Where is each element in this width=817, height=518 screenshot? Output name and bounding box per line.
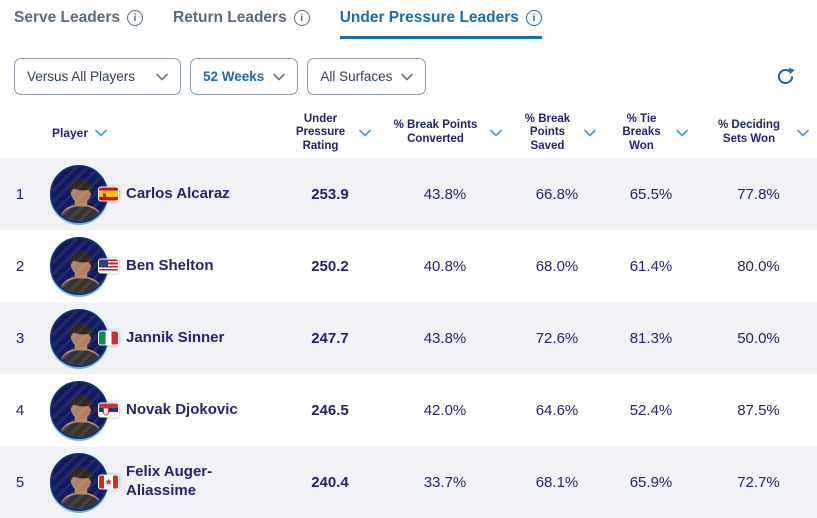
rating-cell: 246.5: [311, 401, 349, 419]
deciding-sets-cell: 50.0%: [737, 329, 780, 347]
tiebreaks-cell: 61.4%: [629, 257, 673, 275]
sort-chevron-icon: [95, 129, 107, 137]
table-row[interactable]: 2 Ben Shelton 250.2 40.8% 68.0% 61.4% 80…: [0, 230, 817, 302]
avatar-cell: [40, 374, 119, 446]
column-header-deciding-sets-label: % Deciding Sets Won: [718, 119, 780, 145]
player-name-link[interactable]: Felix Auger-Aliassime: [126, 463, 213, 499]
canada-flag-icon: [98, 474, 119, 490]
column-header-player-label: Player: [52, 125, 89, 140]
bp-saved-cell: 66.8%: [535, 185, 579, 203]
sort-chevron-icon: [583, 129, 596, 137]
sort-chevron-icon: [675, 129, 688, 137]
player-name-link[interactable]: Carlos Alcaraz: [126, 184, 230, 202]
column-header-rating[interactable]: Under Pressure Rating: [282, 113, 378, 154]
table-row[interactable]: 1 Carlos Alcaraz 253.9 43.8% 66.8% 65.5%…: [0, 158, 817, 230]
avatar-cell: [40, 230, 119, 302]
column-header-rating-label: Under Pressure Rating: [295, 112, 346, 152]
info-icon[interactable]: i: [293, 10, 310, 26]
column-header-deciding-sets[interactable]: % Deciding Sets Won: [700, 119, 817, 146]
bp-saved-cell: 64.6%: [535, 401, 579, 419]
weeks-dropdown-value: 52 Weeks: [203, 69, 265, 84]
refresh-button[interactable]: [773, 65, 797, 89]
tiebreaks-cell: 52.4%: [629, 401, 673, 419]
player-name-link[interactable]: Ben Shelton: [126, 256, 214, 274]
column-header-bp-converted[interactable]: % Break Points Converted: [378, 119, 512, 146]
bp-converted-cell: 42.0%: [423, 401, 467, 419]
tab-under-pressure-leaders-label: Under Pressure Leaders: [339, 9, 519, 26]
sort-chevron-icon: [797, 129, 809, 137]
player-name-link[interactable]: Jannik Sinner: [126, 328, 225, 346]
rank-cell: 4: [15, 401, 25, 419]
tiebreaks-cell: 65.5%: [629, 185, 673, 203]
tab-under-pressure-leaders[interactable]: Under Pressure Leaders i: [339, 9, 542, 39]
column-header-bp-saved-label: % Break Points Saved: [524, 112, 571, 152]
tab-return-leaders[interactable]: Return Leaders i: [173, 9, 310, 39]
rank-cell: 5: [15, 473, 25, 491]
column-header-player[interactable]: Player: [0, 126, 282, 140]
bp-saved-cell: 68.0%: [535, 257, 579, 275]
player-name-cell: Ben Shelton: [118, 230, 282, 302]
surface-dropdown-value: All Surfaces: [320, 69, 393, 84]
serbia-flag-icon: [98, 402, 119, 418]
spain-flag-icon: [98, 186, 119, 202]
player-name-cell: Jannik Sinner: [118, 302, 282, 374]
italy-flag-icon: [98, 330, 119, 346]
bp-converted-cell: 40.8%: [423, 257, 467, 275]
player-name-cell: Felix Auger-Aliassime: [118, 446, 282, 518]
leaderboard-body: 1 Carlos Alcaraz 253.9 43.8% 66.8% 65.5%…: [0, 158, 817, 518]
refresh-icon: [777, 67, 795, 85]
avatar-cell: [40, 158, 119, 230]
column-header-tiebreaks[interactable]: % Tie Breaks Won: [602, 113, 700, 154]
deciding-sets-cell: 80.0%: [737, 257, 780, 275]
bp-saved-cell: 68.1%: [535, 473, 579, 491]
chevron-down-icon: [401, 73, 414, 80]
chevron-down-icon: [156, 73, 168, 80]
rank-cell: 3: [15, 329, 25, 347]
rank-cell: 1: [15, 185, 25, 203]
tab-serve-leaders-label: Serve Leaders: [14, 9, 120, 26]
chevron-down-icon: [273, 73, 286, 80]
surface-dropdown[interactable]: All Surfaces: [307, 58, 427, 95]
tiebreaks-cell: 81.3%: [629, 329, 673, 347]
bp-saved-cell: 72.6%: [535, 329, 579, 347]
rating-cell: 250.2: [311, 257, 349, 275]
column-header-tiebreaks-label: % Tie Breaks Won: [622, 112, 661, 152]
versus-dropdown[interactable]: Versus All Players: [14, 58, 181, 95]
avatar-cell: [40, 446, 119, 518]
filter-bar: Versus All Players 52 Weeks All Surfaces: [14, 58, 803, 95]
table-row[interactable]: 5 Felix Auger-Aliassime 240.4 33.7% 68.1…: [0, 446, 817, 518]
bp-converted-cell: 43.8%: [423, 185, 467, 203]
tab-return-leaders-label: Return Leaders: [173, 9, 287, 26]
leaders-tabbar: Serve Leaders i Return Leaders i Under P…: [0, 0, 817, 39]
column-header-bp-saved[interactable]: % Break Points Saved: [512, 113, 602, 154]
bp-converted-cell: 33.7%: [423, 473, 467, 491]
rating-cell: 240.4: [311, 473, 349, 491]
table-row[interactable]: 4 Novak Djokovic 246.5 42.0% 64.6% 52.4%…: [0, 374, 817, 446]
info-icon[interactable]: i: [525, 10, 542, 26]
player-name-link[interactable]: Novak Djokovic: [126, 400, 238, 418]
avatar-cell: [40, 302, 119, 374]
player-name-cell: Carlos Alcaraz: [118, 158, 282, 230]
rating-cell: 247.7: [311, 329, 349, 347]
sort-chevron-icon: [489, 129, 502, 137]
table-row[interactable]: 3 Jannik Sinner 247.7 43.8% 72.6% 81.3% …: [0, 302, 817, 374]
versus-dropdown-value: Versus All Players: [27, 69, 136, 84]
tab-serve-leaders[interactable]: Serve Leaders i: [14, 9, 143, 39]
rank-cell: 2: [15, 257, 25, 275]
tiebreaks-cell: 65.9%: [629, 473, 673, 491]
sort-chevron-icon: [358, 129, 371, 137]
bp-converted-cell: 43.8%: [423, 329, 467, 347]
column-header-bp-converted-label: % Break Points Converted: [393, 119, 478, 145]
info-icon[interactable]: i: [127, 10, 143, 26]
deciding-sets-cell: 72.7%: [737, 473, 780, 491]
deciding-sets-cell: 87.5%: [737, 401, 780, 419]
deciding-sets-cell: 77.8%: [737, 185, 780, 203]
table-header-row: Player Under Pressure Rating % Break Poi…: [0, 108, 817, 158]
rating-cell: 253.9: [311, 185, 349, 203]
usa-flag-icon: [98, 258, 119, 274]
weeks-dropdown[interactable]: 52 Weeks: [190, 58, 299, 95]
player-avatar: [50, 453, 108, 511]
player-name-cell: Novak Djokovic: [118, 374, 282, 446]
